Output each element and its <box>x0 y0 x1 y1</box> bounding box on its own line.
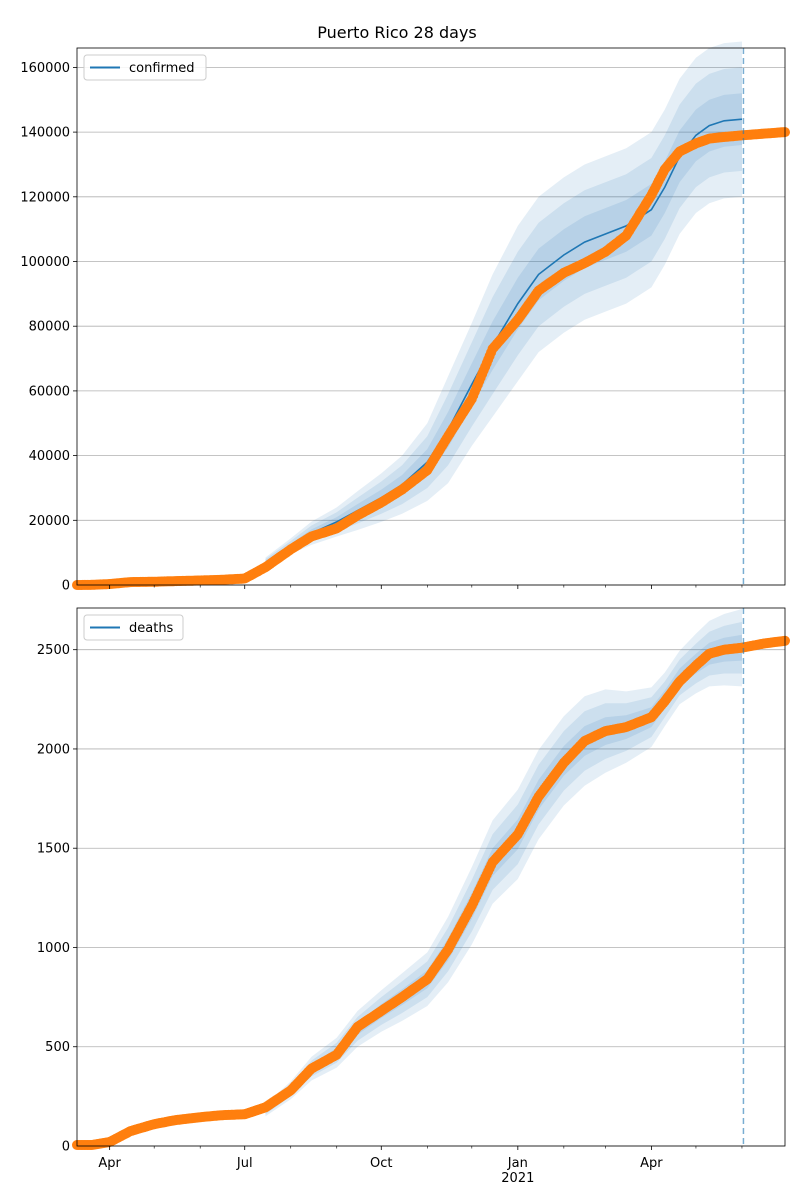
x-tick-label: Jul <box>236 1156 253 1171</box>
uncertainty-band <box>265 609 742 1117</box>
y-tick-label: 40000 <box>29 449 70 464</box>
legend: deaths <box>83 614 184 641</box>
legend-label: confirmed <box>129 61 195 76</box>
x-tick-label: Apr <box>98 1156 121 1171</box>
chart-title: Puerto Rico 28 days <box>317 23 477 42</box>
axes-frame <box>76 47 786 586</box>
axes-frame <box>76 607 786 1147</box>
y-tick-label: 0 <box>62 1140 70 1155</box>
y-tick-label: 2500 <box>37 643 70 658</box>
x-year-label: 2021 <box>501 1171 534 1186</box>
x-tick-label: Oct <box>370 1156 392 1171</box>
y-tick-label: 100000 <box>20 255 70 270</box>
uncertainty-band <box>265 41 742 568</box>
uncertainty-band <box>265 67 742 566</box>
y-tick-label: 120000 <box>20 190 70 205</box>
y-tick-label: 500 <box>45 1040 70 1055</box>
deaths-panel: 0 500 1000 1500 2000 2500 Apr Jul Oct Jan Apr 2021 d… <box>37 607 790 1186</box>
y-tick-label: 1000 <box>37 941 70 956</box>
legend-box <box>83 614 184 641</box>
x-tick-label: Jan <box>507 1156 528 1171</box>
observed-series <box>72 635 790 1150</box>
uncertainty-band <box>265 621 742 1115</box>
x-tick-label: Apr <box>640 1156 663 1171</box>
y-tick-label: 20000 <box>29 514 70 529</box>
y-tick-label: 60000 <box>29 384 70 399</box>
y-tick-label: 140000 <box>20 126 70 141</box>
legend-label: deaths <box>129 621 174 636</box>
y-tick-label: 80000 <box>29 320 70 335</box>
y-tick-label: 160000 <box>20 61 70 76</box>
y-tick-label: 1500 <box>37 842 70 857</box>
confirmed-panel: 0 20000 40000 60000 80000 100000 120000 140000 1… <box>20 41 790 594</box>
legend: confirmed <box>83 54 207 81</box>
legend-box <box>83 54 207 81</box>
y-tick-label: 2000 <box>37 742 70 757</box>
y-tick-label: 0 <box>62 579 70 594</box>
